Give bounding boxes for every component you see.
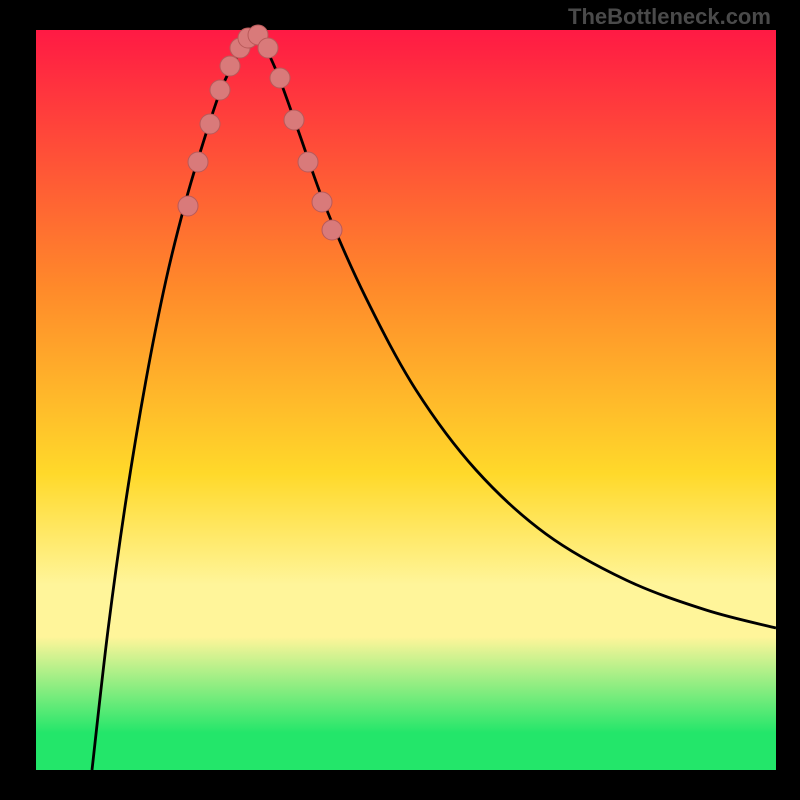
data-marker — [178, 196, 198, 216]
marker-group — [178, 25, 342, 240]
data-marker — [284, 110, 304, 130]
data-marker — [210, 80, 230, 100]
data-marker — [312, 192, 332, 212]
data-marker — [270, 68, 290, 88]
data-marker — [298, 152, 318, 172]
data-marker — [220, 56, 240, 76]
curve-layer — [0, 0, 800, 800]
data-marker — [258, 38, 278, 58]
data-marker — [200, 114, 220, 134]
data-marker — [188, 152, 208, 172]
v-curve-path — [92, 32, 776, 770]
data-marker — [322, 220, 342, 240]
chart-container: TheBottleneck.com — [0, 0, 800, 800]
